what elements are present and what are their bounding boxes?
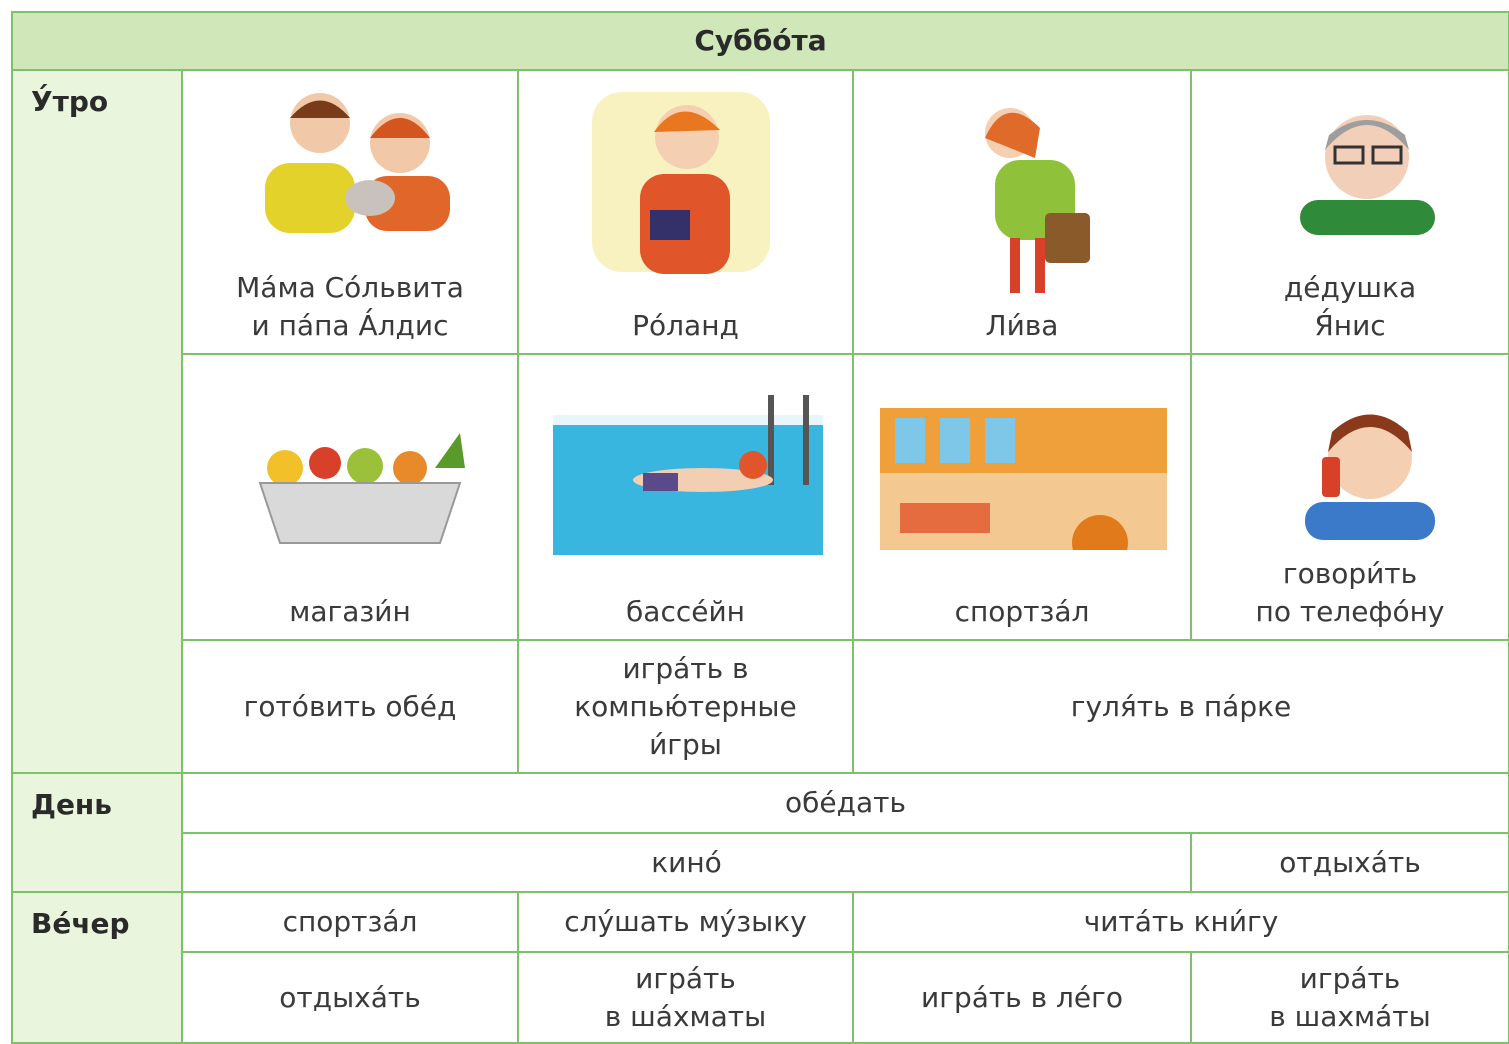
cell: гото́вить обе́д	[181, 639, 519, 774]
cell: игра́ть в компью́терные и́гры	[517, 639, 854, 774]
cell: отдыха́ть	[181, 951, 519, 1044]
section-label: День	[11, 772, 183, 893]
illustration-parents	[265, 93, 450, 233]
section-label: У́тро	[11, 69, 183, 774]
illustration-grandpa	[1300, 115, 1435, 235]
cell: игра́ть в шахма́ты	[1190, 951, 1509, 1044]
illustration-phone	[1305, 414, 1435, 540]
illustration-roland	[592, 92, 770, 274]
cell: кино́	[181, 832, 1192, 893]
section-label: Ве́чер	[11, 891, 183, 1044]
illustration-pool	[553, 395, 823, 555]
title: Суббо́та	[11, 11, 1509, 71]
illustration-basket	[258, 433, 465, 544]
cell: бассе́йн	[517, 353, 854, 641]
cell: спортза́л	[181, 891, 519, 953]
cell: игра́ть в ле́го	[852, 951, 1192, 1044]
illustration-liva	[985, 108, 1090, 293]
cell: чита́ть кни́гу	[852, 891, 1509, 953]
cell: слу́шать му́зыку	[517, 891, 854, 953]
illustration-gym	[880, 408, 1167, 550]
cell: гуля́ть в па́рке	[852, 639, 1509, 774]
cell: обе́дать	[181, 772, 1509, 834]
cell: Ма́ма Со́львита и па́па А́лдис	[181, 69, 519, 355]
cell: игра́ть в ша́хматы	[517, 951, 854, 1044]
cell: отдыха́ть	[1190, 832, 1509, 893]
